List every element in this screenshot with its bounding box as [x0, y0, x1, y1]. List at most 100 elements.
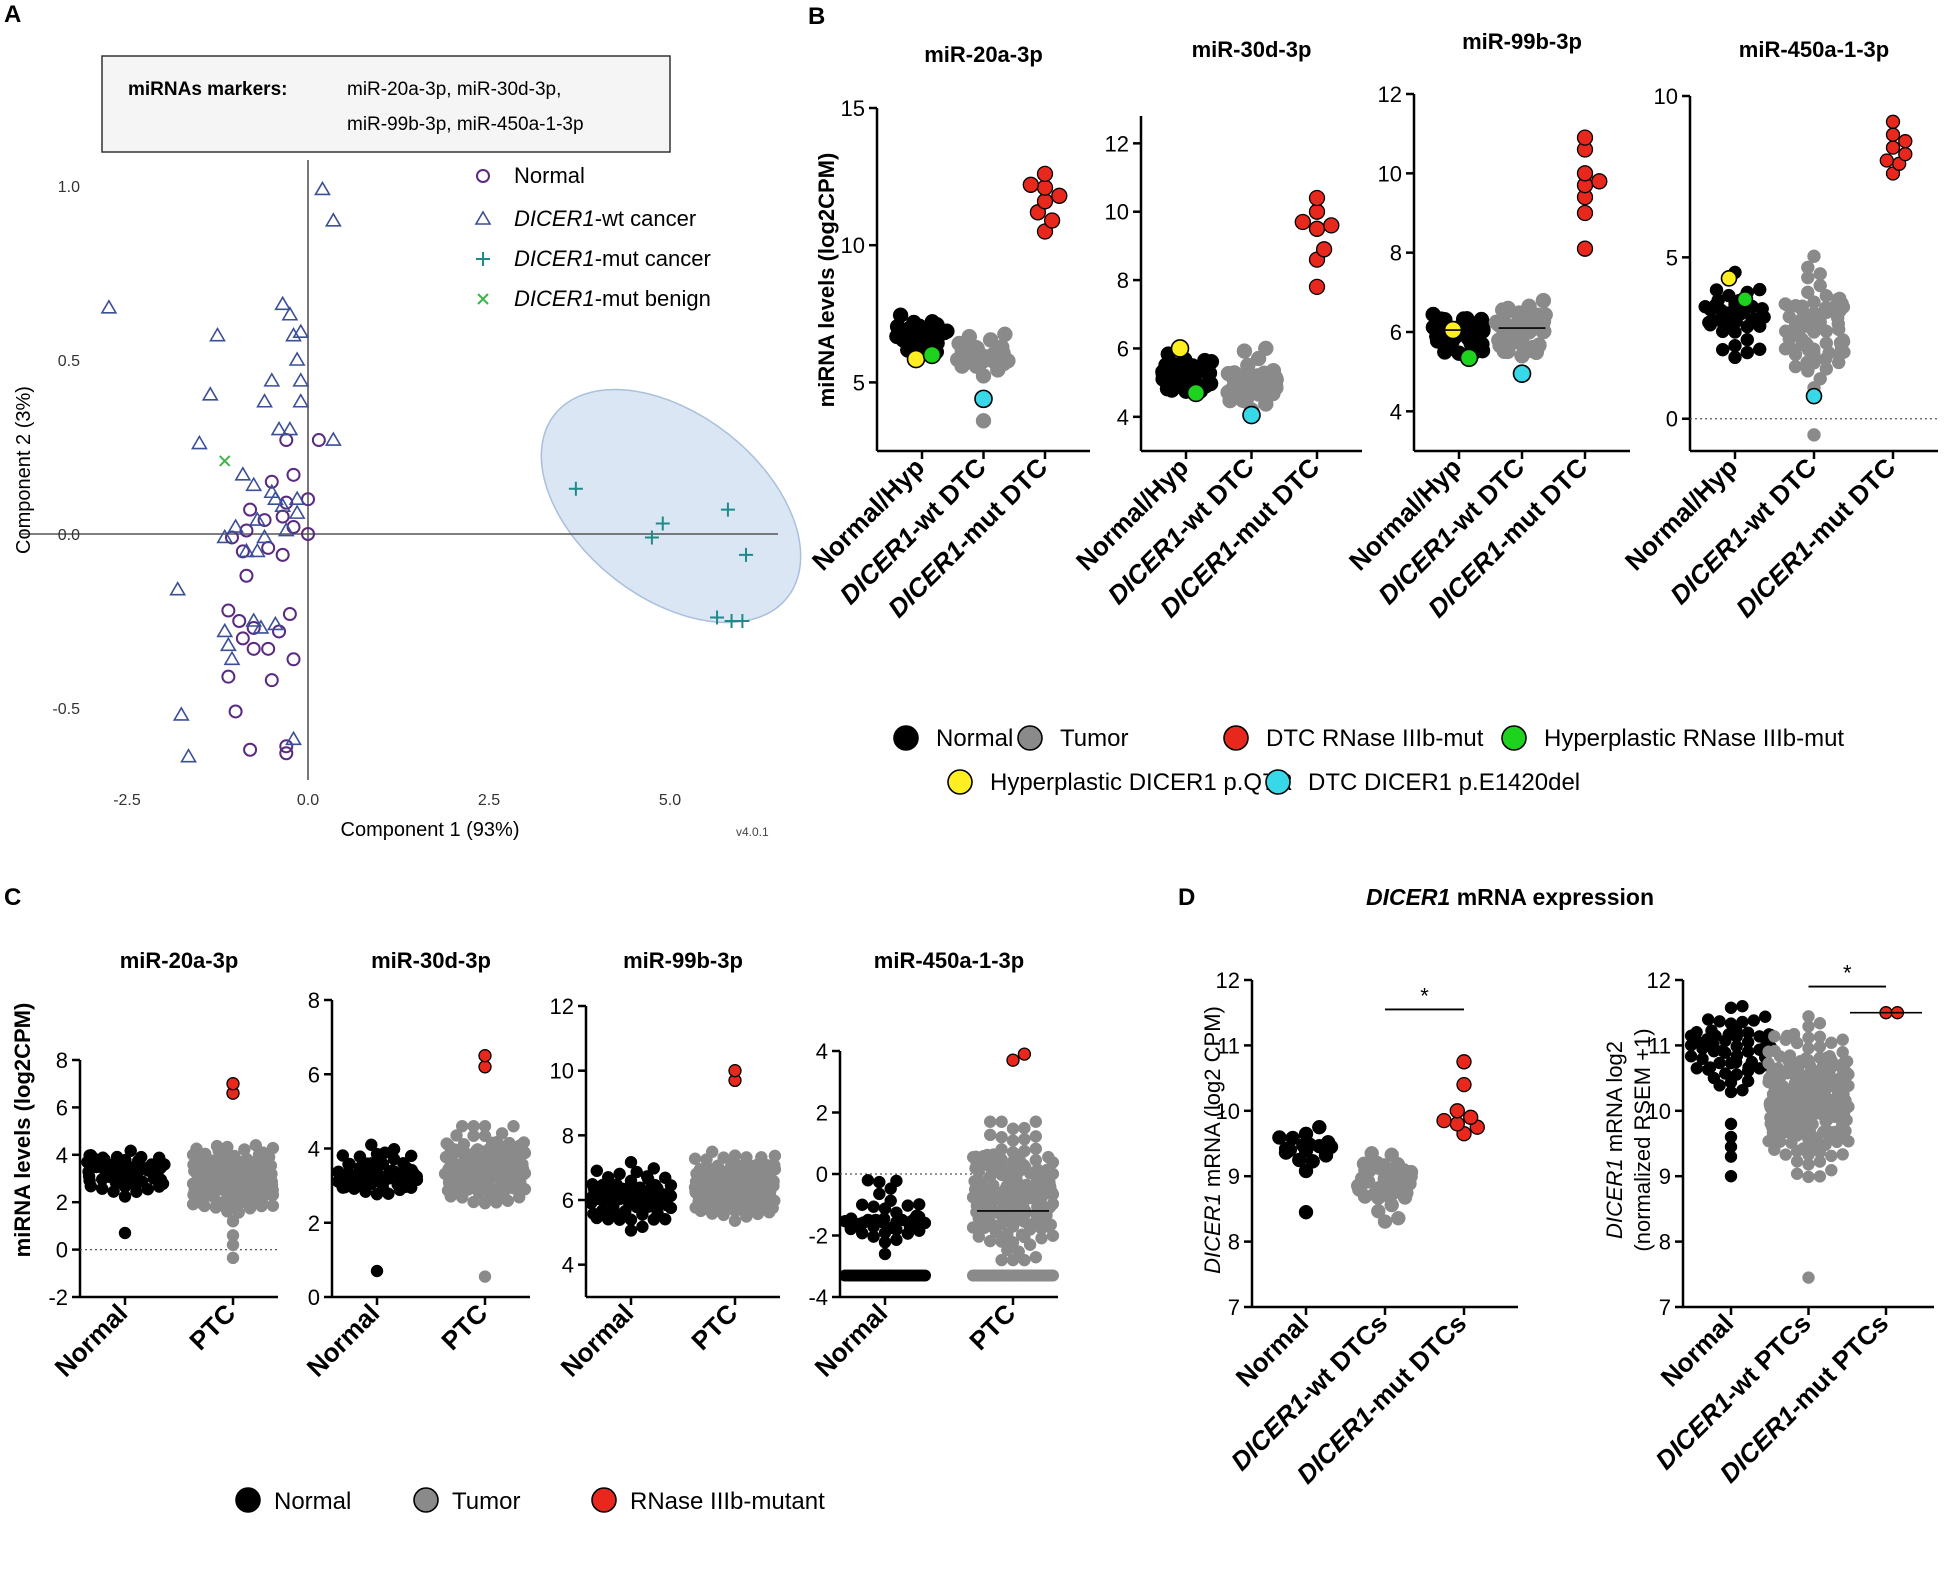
- data-point: [1018, 1144, 1031, 1158]
- data-point: [495, 1127, 509, 1140]
- data-point: [1535, 292, 1552, 309]
- chart-title: miR-99b-3p: [1462, 29, 1582, 54]
- data-point: [982, 332, 999, 348]
- y-tick-label: 4: [1117, 405, 1129, 430]
- data-point: [912, 1198, 926, 1211]
- legend-label: DTC DICER1 p.E1420del: [1308, 769, 1580, 796]
- y-axis-label-part: mRNA (log2 CPM): [1200, 1006, 1225, 1193]
- data-point: [983, 1128, 997, 1142]
- data-point: [601, 1171, 615, 1184]
- data-point: [245, 612, 263, 627]
- data-point: [1006, 1053, 1020, 1067]
- data-point: [1576, 204, 1594, 222]
- data-point: [1802, 1031, 1815, 1045]
- data-point: [267, 490, 284, 505]
- data-point: [1724, 1169, 1738, 1183]
- y-tick-label: 12: [1647, 968, 1671, 993]
- data-point: [264, 474, 279, 489]
- data-point: [1879, 153, 1894, 168]
- data-point: [1724, 1130, 1738, 1144]
- data-point: [717, 1151, 730, 1164]
- data-point: [1236, 343, 1253, 359]
- category-label-part: Normal: [49, 1298, 134, 1383]
- data-point: [873, 1187, 886, 1201]
- highlight-point: [1459, 348, 1479, 368]
- plot-C3: 4 6 8 10 12 miR-99b-3p Normal PTC: [550, 948, 782, 1383]
- category-label-part: PTC: [685, 1298, 743, 1356]
- y-tick-label: 10: [841, 233, 865, 258]
- x-tick-label: 0.0: [297, 792, 319, 809]
- data-point: [261, 540, 276, 555]
- y-tick-label: -2: [48, 1285, 68, 1310]
- legend-label: Normal: [274, 1488, 351, 1515]
- data-point: [275, 547, 290, 562]
- data-point: [292, 393, 310, 408]
- version-label: v4.0.1: [736, 825, 769, 839]
- data-point: [455, 1119, 469, 1133]
- highlight-point: [1736, 291, 1754, 308]
- data-point: [1825, 1163, 1838, 1177]
- data-point: [478, 1049, 492, 1063]
- y-tick-label: 10: [1654, 84, 1678, 109]
- highlight-point: [1186, 383, 1206, 403]
- data-point: [1006, 1146, 1020, 1159]
- data-point: [1701, 1013, 1715, 1026]
- highlight-point: [1170, 339, 1190, 358]
- data-point: [1029, 1130, 1043, 1143]
- data-point: [901, 1199, 915, 1212]
- data-point: [223, 650, 241, 666]
- data-point: [517, 1136, 531, 1149]
- legend-label: Normal: [936, 725, 1013, 752]
- data-point: [1768, 1030, 1781, 1043]
- legend-label: Tumor: [1060, 725, 1128, 752]
- data-point: [1825, 1036, 1838, 1050]
- data-point: [1813, 1170, 1827, 1183]
- legend-label-part: DICER1: [514, 286, 595, 311]
- data-point: [216, 622, 234, 638]
- y-tick-label: 0.0: [58, 527, 80, 544]
- y-axis-label-line2: (normalized RSEM +1): [1630, 1028, 1655, 1251]
- data-point: [613, 1167, 626, 1181]
- panel-label-a: A: [4, 1, 21, 28]
- data-point: [324, 212, 342, 227]
- data-point: [1308, 278, 1326, 296]
- data-point: [1278, 1141, 1294, 1157]
- data-point: [1320, 1135, 1336, 1150]
- data-point: [890, 1206, 903, 1219]
- data-point: [997, 326, 1013, 343]
- data-point: [1819, 336, 1834, 350]
- legend-label: Hyperplastic DICER1 p.Q7R: [990, 769, 1293, 796]
- data-point: [467, 1119, 480, 1133]
- data-point: [739, 547, 754, 562]
- data-point: [961, 328, 978, 345]
- data-point: [1802, 1010, 1815, 1023]
- data-point: [1006, 1134, 1020, 1147]
- data-point: [710, 610, 725, 625]
- highlight-point: [1805, 387, 1823, 405]
- data-point: [1051, 187, 1068, 204]
- data-point: [172, 706, 190, 721]
- category-label: Normal: [49, 1298, 134, 1383]
- y-tick-label: 8: [1117, 268, 1129, 293]
- data-point: [1576, 240, 1594, 257]
- data-point: [1813, 1016, 1827, 1030]
- data-point: [975, 413, 992, 429]
- data-point: [257, 513, 272, 528]
- legend-marker: [591, 1487, 617, 1513]
- data-point: [861, 1174, 875, 1187]
- data-point: [1836, 1033, 1849, 1046]
- data-point: [288, 351, 306, 366]
- data-point: [267, 615, 284, 631]
- data-point: [266, 1199, 280, 1212]
- data-point: [1783, 1049, 1797, 1062]
- data-point: [890, 1174, 903, 1188]
- y-tick-label: 6: [56, 1095, 68, 1120]
- data-point: [1740, 345, 1755, 360]
- data-point: [261, 641, 276, 656]
- data-point: [270, 421, 288, 436]
- panel-label-c: C: [4, 884, 21, 911]
- data-point: [118, 1226, 132, 1240]
- y-tick-label: 10: [1216, 1099, 1240, 1124]
- data-point: [256, 393, 273, 408]
